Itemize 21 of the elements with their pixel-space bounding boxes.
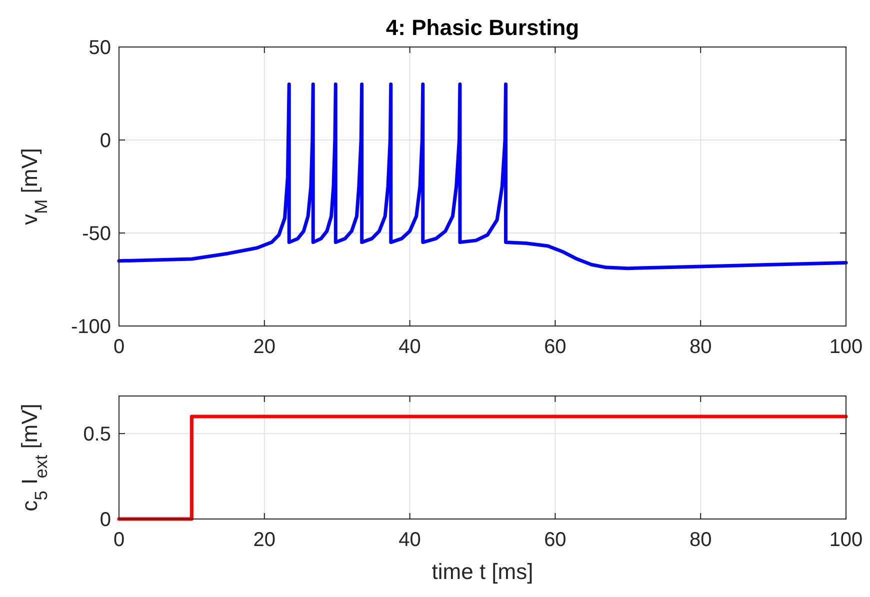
y-tick-label: 0 bbox=[100, 509, 111, 531]
x-tick-label: 40 bbox=[398, 529, 421, 551]
x-tick-label: 0 bbox=[113, 336, 125, 358]
y-tick-label: -50 bbox=[82, 223, 111, 245]
x-tick-label: 20 bbox=[253, 336, 276, 358]
x-tick-label: 20 bbox=[253, 529, 276, 551]
line-series bbox=[117, 82, 848, 270]
x-tick-label: 80 bbox=[689, 336, 712, 358]
x-tick-label: 100 bbox=[829, 529, 863, 551]
y-tick-label: 0 bbox=[100, 130, 111, 152]
x-axis-title: time t [ms] bbox=[432, 559, 534, 584]
x-tick-label: 100 bbox=[829, 336, 863, 358]
y-tick-label: -100 bbox=[70, 316, 111, 338]
x-tick-label: 60 bbox=[544, 529, 566, 551]
chart-title: 4: Phasic Bursting bbox=[386, 15, 580, 40]
y-tick-label: 50 bbox=[88, 37, 111, 59]
x-tick-label: 60 bbox=[544, 336, 566, 358]
x-tick-label: 0 bbox=[113, 529, 125, 551]
x-tick-label: 80 bbox=[689, 529, 712, 551]
x-tick-label: 40 bbox=[398, 336, 421, 358]
y-tick-label: 0.5 bbox=[83, 424, 111, 446]
